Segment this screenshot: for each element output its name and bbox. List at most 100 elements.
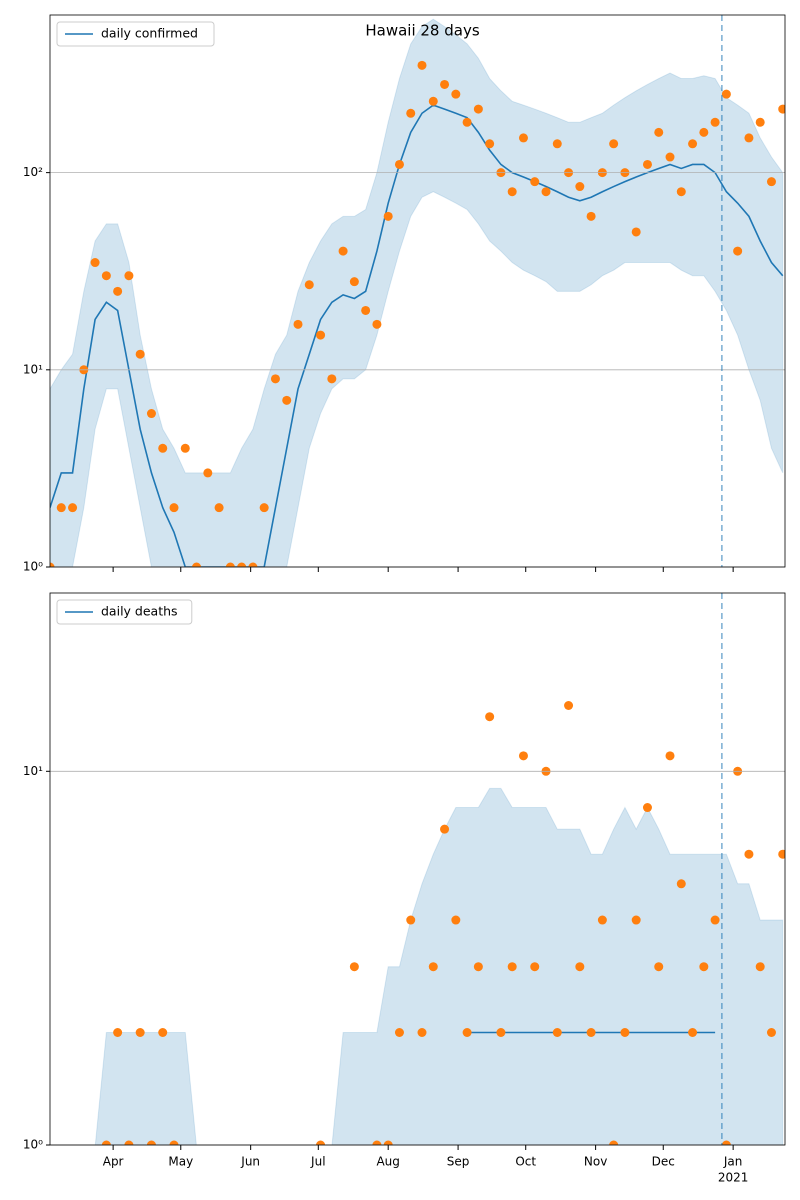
- observed-point: [56, 503, 66, 513]
- x-tick-label: Oct: [515, 1155, 536, 1169]
- observed-point: [586, 1028, 596, 1038]
- chart-title: Hawaii 28 days: [365, 22, 479, 40]
- observed-point: [124, 1140, 134, 1145]
- observed-point: [383, 211, 393, 221]
- x-tick-label: Aug: [376, 1155, 399, 1169]
- observed-point: [665, 152, 675, 162]
- observed-point: [575, 182, 585, 192]
- observed-point: [406, 915, 416, 925]
- observed-point: [609, 1140, 619, 1145]
- observed-point: [676, 187, 686, 197]
- legend-box: [56, 599, 193, 625]
- observed-point: [552, 1028, 562, 1038]
- observed-point: [654, 127, 664, 137]
- legend-label: daily confirmed: [101, 26, 198, 41]
- legend-label: daily deaths: [101, 604, 178, 619]
- observed-point: [496, 1028, 506, 1038]
- observed-point: [688, 1028, 698, 1038]
- observed-point: [417, 60, 427, 70]
- observed-point: [90, 258, 100, 268]
- panel: 10⁰ 10¹ 10² Hawaii 28 days daily confirmed: [23, 14, 786, 574]
- plot-area: [94, 700, 785, 1145]
- observed-point: [586, 211, 596, 221]
- observed-point: [237, 562, 247, 567]
- observed-point: [316, 330, 326, 340]
- observed-point: [417, 1028, 427, 1038]
- observed-point: [440, 79, 450, 89]
- observed-point: [699, 127, 709, 137]
- observed-point: [203, 468, 213, 478]
- observed-point: [372, 319, 382, 329]
- observed-point: [248, 562, 258, 567]
- observed-point: [394, 159, 404, 169]
- observed-point: [451, 89, 461, 99]
- observed-point: [158, 443, 168, 453]
- observed-point: [699, 962, 709, 972]
- observed-point: [642, 803, 652, 813]
- observed-point: [688, 139, 698, 149]
- observed-point: [721, 1140, 731, 1145]
- observed-point: [349, 277, 359, 287]
- observed-point: [68, 503, 78, 513]
- observed-point: [451, 915, 461, 925]
- observed-point: [710, 117, 720, 127]
- x-year-label: 2021: [718, 1171, 749, 1185]
- observed-point: [541, 187, 551, 197]
- observed-point: [338, 246, 348, 256]
- uncertainty-band: [94, 787, 784, 1145]
- observed-point: [361, 305, 371, 315]
- observed-point: [597, 915, 607, 925]
- observed-point: [766, 1028, 776, 1038]
- observed-point: [462, 1028, 472, 1038]
- observed-point: [552, 139, 562, 149]
- observed-point: [270, 374, 280, 384]
- x-tick-label: Nov: [584, 1155, 607, 1169]
- observed-point: [394, 1028, 404, 1038]
- x-tick-label: May: [168, 1155, 193, 1169]
- legend-box: [56, 21, 215, 47]
- x-tick-label: Sep: [447, 1155, 470, 1169]
- axes-frame: [49, 592, 786, 1146]
- observed-point: [146, 1140, 156, 1145]
- observed-point: [158, 1028, 168, 1038]
- panel: 10⁰ 10¹ Apr May Jun Jul Aug Sep Oct Nov Dec Jan 2021…: [23, 592, 786, 1185]
- observed-point: [507, 962, 517, 972]
- x-tick-label: Jun: [240, 1155, 260, 1169]
- observed-point: [293, 319, 303, 329]
- x-tick-label: Jul: [310, 1155, 325, 1169]
- series-line: [50, 104, 784, 567]
- observed-point: [518, 751, 528, 761]
- observed-point: [609, 139, 619, 149]
- axes-frame: [49, 14, 786, 568]
- observed-point: [282, 395, 292, 405]
- observed-point: [169, 503, 179, 513]
- uncertainty-band: [50, 18, 784, 567]
- observed-point: [676, 879, 686, 889]
- observed-point: [620, 1028, 630, 1038]
- observed-point: [654, 962, 664, 972]
- observed-point: [440, 824, 450, 834]
- observed-point: [180, 443, 190, 453]
- observed-point: [101, 1140, 111, 1145]
- observed-point: [372, 1140, 382, 1145]
- observed-point: [124, 271, 134, 281]
- observed-point: [316, 1140, 326, 1145]
- y-tick-label: 10¹: [23, 362, 43, 376]
- observed-point: [169, 1140, 179, 1145]
- observed-point: [135, 349, 145, 359]
- observed-point: [564, 700, 574, 710]
- observed-point: [575, 962, 585, 972]
- observed-point: [755, 117, 765, 127]
- observed-point: [214, 503, 224, 513]
- observed-point: [462, 117, 472, 127]
- observed-point: [146, 409, 156, 419]
- observed-point: [744, 133, 754, 143]
- observed-point: [304, 280, 314, 290]
- observed-point: [50, 562, 55, 567]
- observed-point: [428, 962, 438, 972]
- observed-point: [113, 1028, 123, 1038]
- observed-point: [383, 1140, 393, 1145]
- observed-point: [507, 187, 517, 197]
- observed-point: [225, 562, 235, 567]
- observed-point: [665, 751, 675, 761]
